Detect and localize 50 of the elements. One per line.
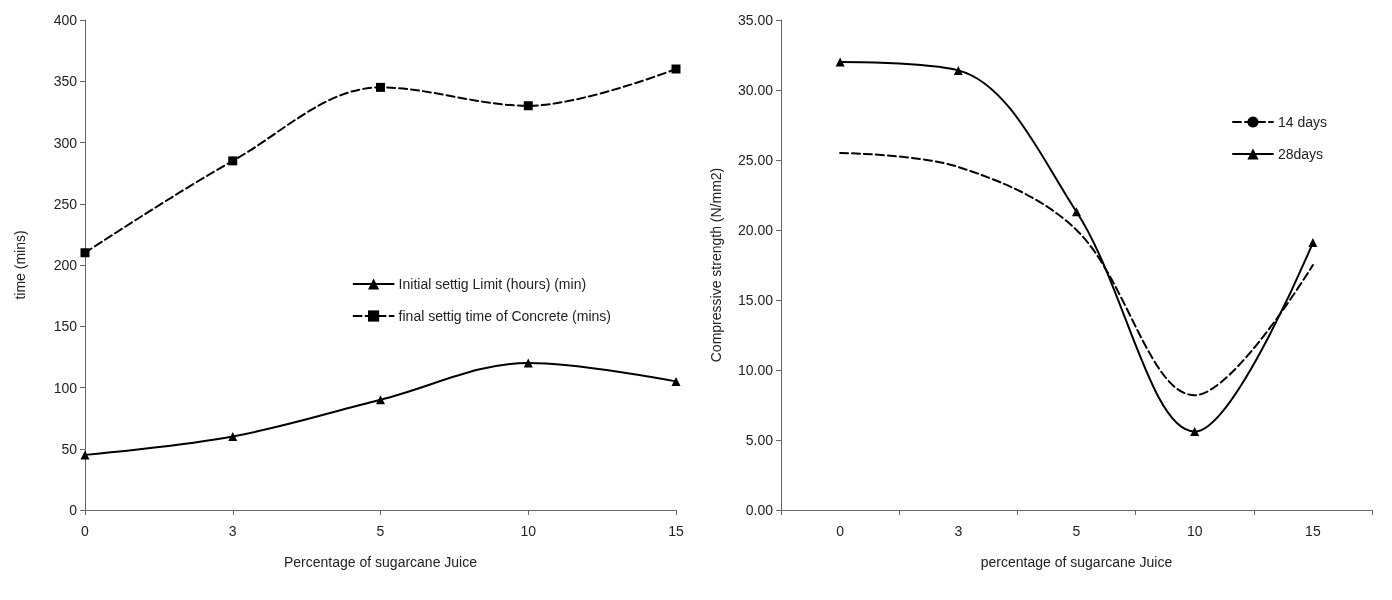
y-tick-label: 25.00	[737, 152, 774, 168]
x-axis-title: percentage of sugarcane Juice	[980, 554, 1173, 570]
y-tick-label: 150	[53, 318, 78, 335]
y-tick-label: 15.00	[737, 292, 774, 308]
y-tick-label: 20.00	[737, 222, 774, 238]
y-tick-label: 50	[61, 440, 78, 457]
x-tick-label: 15	[1305, 523, 1321, 539]
x-tick-label: 15	[668, 523, 684, 539]
x-tick-label: 5	[1072, 523, 1081, 539]
y-tick-label: 10.00	[737, 362, 774, 378]
x-tick-label: 3	[228, 523, 237, 539]
point	[671, 376, 681, 386]
y-axis-title: Compressive strength (N/mm2)	[708, 167, 724, 363]
y-tick-label: 100	[53, 379, 78, 396]
x-tick-label: 10	[1186, 523, 1203, 539]
point	[671, 64, 681, 74]
legend-label: 14 days	[1277, 114, 1328, 130]
point	[523, 101, 533, 111]
legend-label: 28days	[1277, 146, 1324, 162]
point	[80, 248, 90, 258]
y-tick-label: 350	[53, 73, 78, 90]
y-tick-label: 5.00	[745, 432, 774, 448]
x-tick-label: 0	[81, 523, 90, 539]
x-tick-label: 10	[520, 523, 537, 539]
point	[80, 450, 90, 460]
legend-label: final settig time of Concrete (mins)	[398, 308, 611, 324]
y-tick-label: 250	[53, 195, 78, 212]
point	[523, 358, 533, 368]
x-axis-title: Percentage of sugarcane Juice	[283, 554, 478, 570]
x-tick-label: 3	[954, 523, 963, 539]
y-tick-label: 0	[69, 502, 78, 518]
y-tick-label: 0.00	[745, 502, 774, 518]
point	[835, 57, 845, 67]
y-tick-label: 300	[53, 134, 78, 151]
y-tick-label: 400	[53, 12, 78, 28]
x-tick-label: 0	[836, 523, 845, 539]
point	[1072, 207, 1081, 217]
point	[376, 82, 385, 92]
point	[953, 65, 963, 75]
legend-label: Initial settig Limit (hours) (min)	[398, 276, 587, 292]
y-axis-title: time (mins)	[12, 230, 28, 300]
point	[228, 156, 238, 166]
y-tick-label: 30.00	[737, 82, 774, 98]
x-tick-label: 5	[376, 523, 385, 539]
y-tick-label: 200	[53, 257, 78, 273]
y-tick-label: 35.00	[737, 12, 774, 28]
point	[1308, 238, 1318, 248]
point	[228, 432, 238, 441]
point	[1190, 427, 1200, 437]
point	[376, 395, 385, 405]
